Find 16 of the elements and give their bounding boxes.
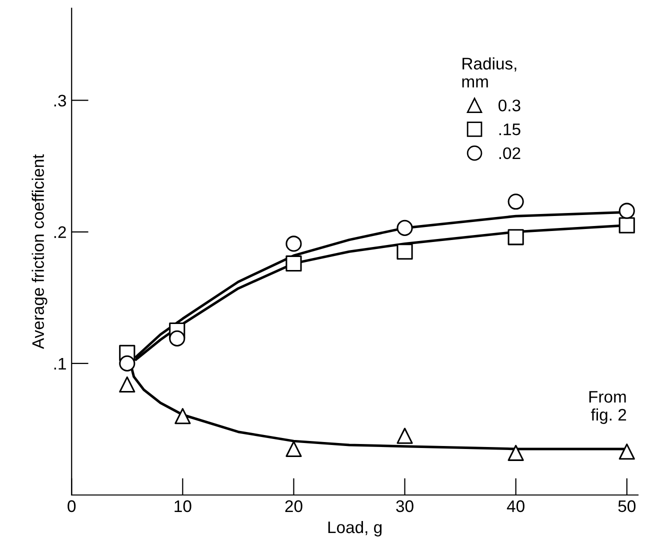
x-tick-label: 50 <box>618 500 636 512</box>
x-tick-label: 30 <box>396 500 414 512</box>
y-tick-label: .3 <box>54 94 66 107</box>
legend-title: Radius, mm <box>462 57 516 88</box>
annotation: From fig. 2 <box>589 391 626 424</box>
x-tick-label: 0 <box>68 500 76 512</box>
legend-label: .02 <box>499 147 520 160</box>
x-tick-label: 40 <box>506 500 524 512</box>
legend-label: .15 <box>499 124 520 136</box>
x-tick-label: 10 <box>174 500 192 512</box>
y-axis-title: Average friction coefficient <box>32 154 48 350</box>
legend-label: 0.3 <box>498 100 520 112</box>
y-tick-label: .2 <box>54 226 66 238</box>
x-tick-label: 20 <box>285 500 302 512</box>
y-tick-label: .1 <box>54 358 66 370</box>
x-axis-title: Load, g <box>328 520 382 536</box>
